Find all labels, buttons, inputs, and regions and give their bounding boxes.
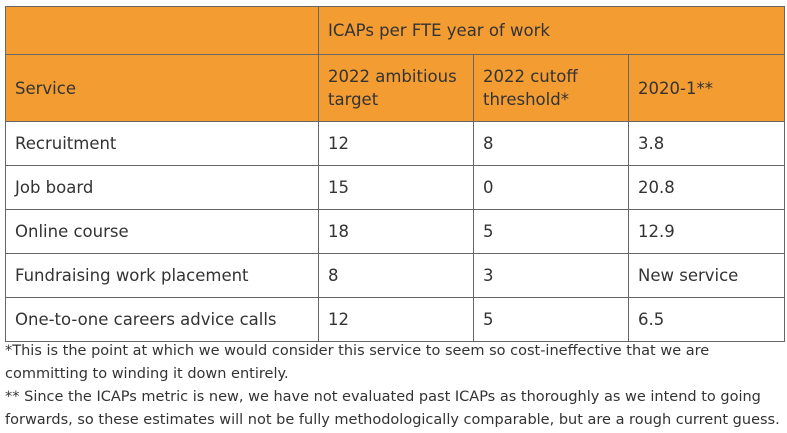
header-empty-cell <box>5 6 319 55</box>
table-body: Recruitment 12 8 3.8 Job board 15 0 20.8… <box>5 121 786 342</box>
cell-past: New service <box>627 253 786 298</box>
cell-cutoff: 5 <box>473 297 629 342</box>
table-row: Job board 15 0 20.8 <box>5 165 786 210</box>
cell-target: 12 <box>318 121 474 166</box>
group-header: ICAPs per FTE year of work <box>317 6 786 55</box>
cell-service: Job board <box>5 165 319 210</box>
cell-past: 3.8 <box>627 121 786 166</box>
cell-target: 12 <box>318 297 474 342</box>
header-row-group: ICAPs per FTE year of work <box>5 6 786 55</box>
cell-target: 8 <box>318 253 474 298</box>
cell-cutoff: 5 <box>473 209 629 254</box>
footnote-cutoff: *This is the point at which we would con… <box>5 343 710 382</box>
table-header: ICAPs per FTE year of work Service 2022 … <box>5 6 786 122</box>
footnotes: *This is the point at which we would con… <box>5 340 783 432</box>
cell-past: 12.9 <box>627 209 786 254</box>
cell-service: Online course <box>5 209 319 254</box>
column-header-service: Service <box>5 54 319 122</box>
cell-cutoff: 3 <box>473 253 629 298</box>
icaps-table: ICAPs per FTE year of work Service 2022 … <box>5 6 786 342</box>
column-header-ambitious-target: 2022 ambitious target <box>318 54 474 122</box>
cell-past: 20.8 <box>627 165 786 210</box>
column-header-2020-1: 2020-1** <box>627 54 786 122</box>
cell-service: One-to-one careers advice calls <box>5 297 319 342</box>
column-header-cutoff-threshold: 2022 cutoff threshold* <box>473 54 629 122</box>
header-row-columns: Service 2022 ambitious target 2022 cutof… <box>5 54 786 122</box>
cell-target: 18 <box>318 209 474 254</box>
table-row: One-to-one careers advice calls 12 5 6.5 <box>5 297 786 342</box>
footnote-past-estimates: ** Since the ICAPs metric is new, we hav… <box>5 389 780 428</box>
table-row: Fundraising work placement 8 3 New servi… <box>5 253 786 298</box>
table-row: Online course 18 5 12.9 <box>5 209 786 254</box>
table-row: Recruitment 12 8 3.8 <box>5 121 786 166</box>
cell-cutoff: 0 <box>473 165 629 210</box>
cell-cutoff: 8 <box>473 121 629 166</box>
cell-target: 15 <box>318 165 474 210</box>
cell-service: Fundraising work placement <box>5 253 319 298</box>
cell-past: 6.5 <box>627 297 786 342</box>
cell-service: Recruitment <box>5 121 319 166</box>
